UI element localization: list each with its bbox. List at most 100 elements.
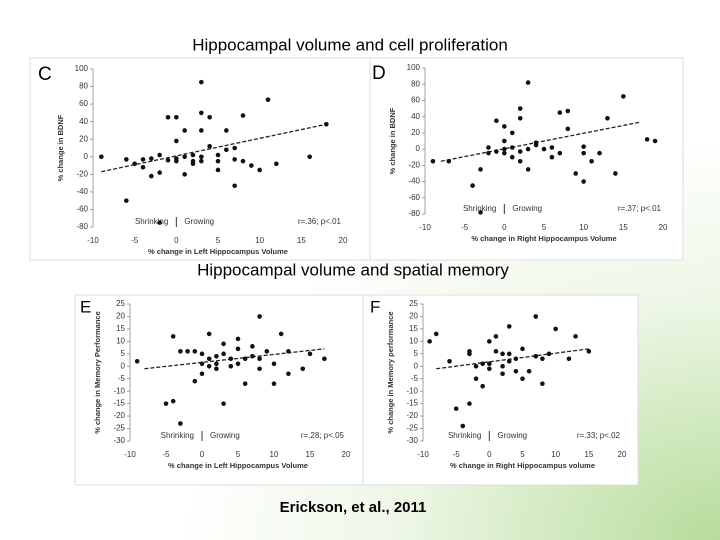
data-point bbox=[546, 351, 552, 357]
data-point bbox=[140, 157, 146, 162]
data-point bbox=[533, 354, 539, 359]
data-point bbox=[99, 154, 104, 160]
citation: Erickson, et al., 2011 bbox=[280, 499, 427, 516]
trend-line bbox=[101, 123, 327, 173]
panel-label: E bbox=[80, 297, 91, 316]
data-point bbox=[206, 356, 212, 362]
data-point bbox=[517, 106, 523, 111]
x-tick-label: -5 bbox=[162, 450, 170, 459]
data-point bbox=[473, 363, 479, 369]
data-point bbox=[215, 167, 221, 173]
x-tick-label: 20 bbox=[659, 223, 668, 232]
y-axis-label: % change in BDNF bbox=[56, 114, 65, 181]
data-point bbox=[257, 314, 262, 319]
data-point bbox=[553, 326, 558, 332]
data-point bbox=[324, 122, 329, 127]
data-point bbox=[307, 154, 312, 160]
data-point bbox=[174, 114, 179, 120]
data-point bbox=[214, 354, 219, 359]
data-point bbox=[506, 324, 512, 329]
x-axis-label: % change in Left Hippocampus Volume bbox=[148, 247, 288, 256]
x-tick-label: 0 bbox=[502, 223, 507, 232]
data-point bbox=[549, 154, 555, 160]
y-tick-label: 20 bbox=[116, 312, 125, 321]
x-tick-label: 10 bbox=[270, 450, 279, 459]
data-point bbox=[613, 171, 618, 176]
x-tick-label: -10 bbox=[419, 223, 431, 232]
data-point bbox=[221, 351, 226, 357]
shrinking-label: Shrinking bbox=[448, 431, 481, 440]
data-point bbox=[182, 172, 187, 177]
y-tick-label: 25 bbox=[116, 299, 125, 308]
data-point bbox=[190, 152, 196, 158]
y-tick-label: -40 bbox=[408, 177, 420, 186]
data-point bbox=[473, 376, 479, 382]
data-point bbox=[207, 114, 212, 120]
data-point bbox=[621, 94, 626, 99]
shrinking-label: Shrinking bbox=[161, 431, 194, 440]
data-point bbox=[199, 351, 205, 357]
data-point bbox=[124, 198, 129, 203]
x-tick-label: -5 bbox=[453, 450, 461, 459]
panel-label: D bbox=[372, 63, 386, 84]
data-point bbox=[447, 358, 452, 364]
trend-line bbox=[440, 121, 640, 162]
y-tick-label: -80 bbox=[408, 209, 420, 218]
data-point bbox=[221, 401, 226, 406]
data-point bbox=[199, 158, 204, 164]
y-tick-label: -10 bbox=[113, 386, 125, 395]
data-point bbox=[525, 146, 531, 152]
trend-line bbox=[144, 348, 325, 370]
y-tick-label: 0 bbox=[84, 152, 89, 161]
data-point bbox=[509, 145, 515, 150]
y-tick-label: 0 bbox=[416, 144, 421, 153]
x-tick-label: 15 bbox=[306, 450, 315, 459]
growing-label: Growing bbox=[184, 217, 214, 226]
y-tick-label: 80 bbox=[411, 79, 420, 88]
data-point bbox=[549, 145, 555, 150]
y-tick-label: 40 bbox=[411, 112, 420, 121]
data-point bbox=[192, 349, 198, 354]
y-tick-label: -25 bbox=[406, 424, 418, 433]
x-tick-label: 20 bbox=[342, 450, 351, 459]
data-point bbox=[470, 183, 475, 188]
data-point bbox=[240, 113, 246, 118]
y-tick-label: 60 bbox=[79, 99, 88, 108]
y-tick-label: -20 bbox=[408, 160, 420, 169]
data-point bbox=[174, 156, 179, 161]
y-axis-label: % change in Memory Performance bbox=[93, 311, 102, 434]
data-point bbox=[157, 152, 162, 158]
data-point bbox=[493, 349, 499, 354]
x-tick-label: 10 bbox=[579, 223, 588, 232]
data-point bbox=[170, 398, 176, 404]
data-point bbox=[178, 349, 183, 354]
x-tick-label: 20 bbox=[618, 450, 627, 459]
data-point bbox=[427, 339, 432, 344]
stat-label: r=.37; p<.01 bbox=[618, 204, 662, 213]
data-point bbox=[557, 110, 563, 115]
data-point bbox=[500, 351, 505, 357]
stat-label: r=.36; p<.01 bbox=[298, 217, 342, 226]
data-point bbox=[165, 157, 171, 163]
data-point bbox=[500, 363, 505, 369]
chart-panel bbox=[29, 57, 371, 261]
data-point bbox=[509, 154, 515, 160]
data-point bbox=[533, 314, 539, 319]
data-point bbox=[215, 158, 221, 164]
data-point bbox=[265, 97, 271, 103]
data-point bbox=[199, 79, 204, 85]
data-point bbox=[565, 108, 571, 114]
data-point bbox=[557, 150, 563, 156]
y-tick-label: 100 bbox=[407, 63, 421, 72]
chart-panel bbox=[369, 57, 684, 261]
data-point bbox=[573, 171, 579, 176]
data-point bbox=[182, 154, 187, 160]
data-point bbox=[242, 356, 248, 362]
data-point bbox=[224, 128, 229, 133]
data-point bbox=[322, 356, 327, 362]
data-point bbox=[581, 150, 586, 156]
y-tick-label: 20 bbox=[411, 128, 420, 137]
y-tick-label: 15 bbox=[409, 324, 418, 333]
data-point bbox=[430, 158, 436, 164]
data-point bbox=[264, 349, 270, 354]
